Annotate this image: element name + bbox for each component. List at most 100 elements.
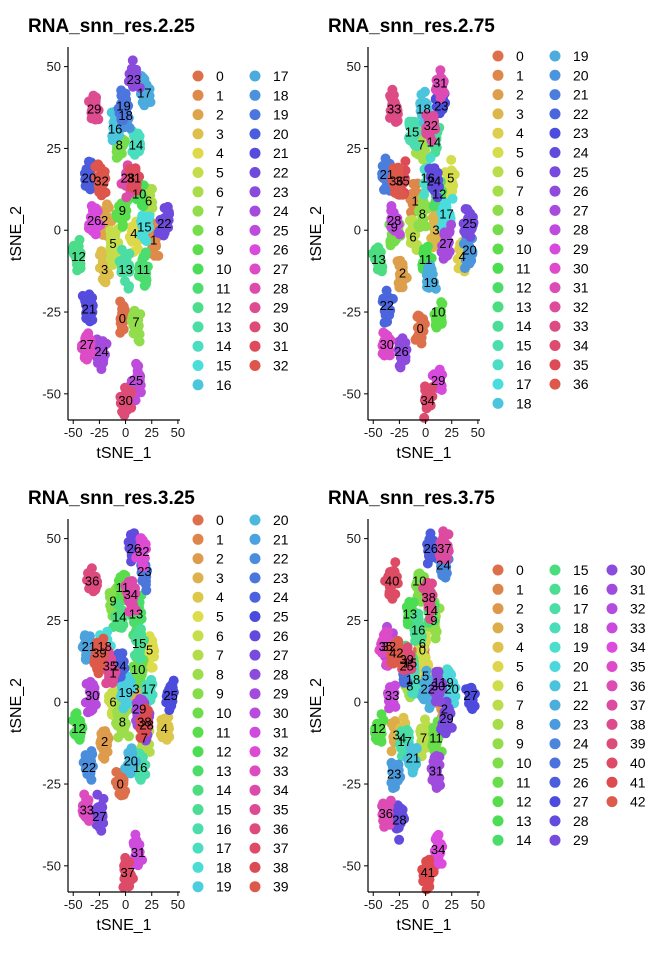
panel-2: RNA_snn_res.2.75012345678910111213141516… (308, 16, 495, 462)
legend-label: 19 (273, 107, 289, 123)
cluster-point (115, 296, 126, 307)
legend-key (249, 765, 261, 777)
x-tick-label: -50 (64, 897, 83, 912)
cluster-label: 13 (371, 252, 385, 267)
legend-label: 14 (516, 318, 532, 334)
legend-label: 26 (273, 628, 289, 644)
cluster-label: 14 (112, 610, 126, 625)
legend-label: 3 (216, 570, 224, 586)
legend-key (549, 378, 561, 390)
legend-key (249, 823, 261, 835)
legend-key (192, 746, 204, 758)
cluster-label: 25 (462, 216, 476, 231)
legend: 0123456789101112131415161718192021222324… (192, 68, 289, 393)
legend-label: 7 (516, 183, 524, 199)
legend-label: 35 (630, 659, 646, 675)
y-tick-label: -50 (342, 386, 361, 401)
legend-label: 2 (216, 551, 224, 567)
cluster-point (117, 313, 128, 324)
legend-key (549, 340, 561, 351)
cluster-point (420, 381, 430, 392)
legend-label: 33 (273, 763, 289, 779)
legend-label: 24 (573, 736, 589, 752)
cluster-point (82, 170, 93, 181)
legend-label: 6 (516, 164, 524, 180)
legend-label: 30 (273, 319, 289, 335)
cluster-point (135, 229, 146, 240)
cluster-label: 15 (137, 220, 151, 235)
cluster-points (67, 55, 175, 421)
cluster-label: 14 (129, 138, 143, 153)
cluster-label: 29 (431, 373, 445, 388)
legend-key (549, 564, 561, 576)
legend-key (492, 89, 504, 101)
legend-key (492, 564, 504, 576)
legend-key (192, 881, 204, 893)
cluster-label: 13 (129, 606, 143, 621)
legend-label: 16 (516, 357, 532, 373)
x-tick-label: -50 (364, 425, 383, 440)
cluster-label: 26 (87, 213, 101, 228)
legend-label: 6 (516, 678, 524, 694)
legend-key (192, 302, 204, 314)
legend-key (549, 815, 561, 827)
legend-label: 11 (216, 280, 231, 296)
legend-key (549, 127, 561, 139)
legend-key (549, 834, 561, 846)
cluster-point (379, 821, 390, 831)
legend-label: 14 (516, 832, 532, 848)
legend-key (492, 603, 504, 615)
cluster-label: 12 (71, 721, 85, 736)
y-tick-label: 25 (47, 141, 61, 156)
legend-label: 30 (630, 562, 646, 578)
cluster-point (390, 557, 401, 568)
cluster-point (129, 131, 140, 142)
cluster-label: 17 (137, 85, 151, 100)
cluster-label: 36 (85, 574, 99, 589)
cluster-point (116, 244, 127, 255)
legend-key (492, 718, 504, 730)
legend-label: 3 (216, 126, 224, 142)
cluster-label: 22 (157, 216, 171, 231)
cluster-point (130, 145, 141, 156)
cluster-label: 24 (427, 174, 441, 189)
x-tick-label: 25 (145, 897, 159, 912)
legend-label: 11 (516, 260, 531, 276)
cluster-label: 40 (385, 574, 399, 589)
x-tick-label: 50 (171, 897, 185, 912)
cluster-label: 27 (463, 688, 477, 703)
legend-label: 3 (516, 106, 524, 122)
legend-label: 29 (573, 832, 589, 848)
x-tick-label: 50 (171, 425, 185, 440)
cluster-label: 14 (427, 134, 441, 149)
y-axis-title: tSNE_2 (308, 206, 325, 261)
legend-label: 10 (216, 261, 232, 277)
legend-key (549, 147, 561, 158)
legend-label: 38 (273, 859, 289, 875)
legend-key (249, 282, 261, 294)
cluster-label: 1 (411, 193, 418, 208)
cluster-label: 3 (101, 262, 108, 277)
cluster-label: 7 (141, 731, 148, 746)
legend-key (606, 583, 618, 595)
cluster-point (438, 526, 449, 537)
legend-label: 32 (630, 601, 646, 617)
legend-label: 9 (216, 686, 224, 702)
legend-key (606, 564, 618, 576)
cluster-label: 27 (80, 337, 94, 352)
legend-key (249, 861, 261, 873)
legend-key (192, 321, 204, 333)
cluster-label: 21 (82, 301, 96, 316)
y-tick-label: 25 (347, 141, 361, 156)
cluster-point (425, 153, 436, 163)
legend-label: 15 (573, 562, 589, 578)
legend-key (192, 707, 204, 719)
legend-label: 20 (573, 659, 589, 675)
cluster-point (118, 305, 129, 316)
legend-label: 31 (273, 338, 289, 354)
cluster-label: 6 (109, 695, 116, 710)
cluster-label: 20 (462, 242, 476, 257)
legend-key (192, 514, 204, 526)
x-axis-title: tSNE_1 (96, 445, 151, 462)
legend-label: 42 (630, 794, 646, 810)
